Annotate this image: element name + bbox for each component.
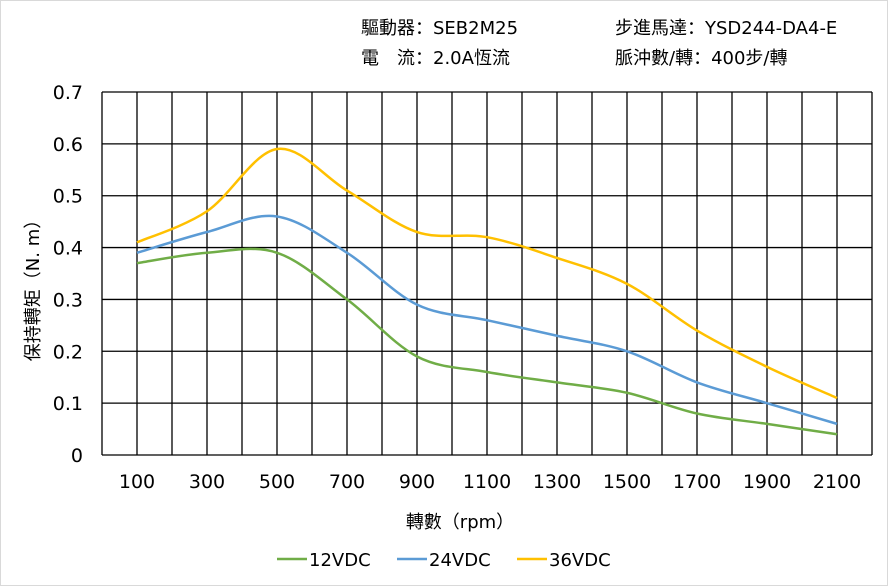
pulses-label: 脈沖數/轉：400步/轉 <box>615 48 788 69</box>
y-tick-label: 0.3 <box>53 289 83 311</box>
y-tick-label: 0.5 <box>53 186 83 208</box>
x-tick-label: 500 <box>259 471 295 493</box>
legend-label-24vdc: 24VDC <box>429 550 491 571</box>
legend-label-36vdc: 36VDC <box>549 550 611 571</box>
series-line-36vdc <box>136 147 838 400</box>
y-tick-label: 0.7 <box>53 82 83 104</box>
series-lines <box>136 147 838 436</box>
legend-label-12vdc: 12VDC <box>309 550 371 571</box>
x-tick-label: 700 <box>329 471 365 493</box>
y-tick-label: 0.1 <box>53 393 83 415</box>
current-label: 電 流：2.0A恆流 <box>361 48 510 69</box>
legend: 12VDC 24VDC 36VDC <box>277 550 611 571</box>
y-tick-label: 0 <box>71 445 83 467</box>
x-axis-label: 轉數（rpm） <box>406 512 514 533</box>
series-line-24vdc <box>136 214 838 426</box>
grid <box>101 91 873 456</box>
x-tick-label: 900 <box>399 471 435 493</box>
x-tick-label: 1300 <box>533 471 581 493</box>
tick-labels: 0 0.1 0.2 0.3 0.4 0.5 0.6 0.7 100 300 500 700 900 110… <box>53 82 861 493</box>
x-tick-label: 300 <box>189 471 225 493</box>
x-tick-label: 2100 <box>813 471 861 493</box>
x-tick-label: 1500 <box>603 471 651 493</box>
y-tick-label: 0.6 <box>53 134 83 156</box>
motor-label: 步進馬達：YSD244-DA4-E <box>615 18 838 39</box>
y-tick-label: 0.4 <box>53 238 83 260</box>
x-tick-label: 100 <box>119 471 155 493</box>
x-tick-label: 1900 <box>743 471 791 493</box>
x-tick-label: 1700 <box>673 471 721 493</box>
y-tick-label: 0.2 <box>53 341 83 363</box>
driver-label: 驅動器：SEB2M25 <box>361 18 519 39</box>
y-axis-label: 保持轉矩（N. m） <box>23 211 44 361</box>
x-tick-label: 1100 <box>463 471 511 493</box>
series-line-12vdc <box>136 247 838 436</box>
